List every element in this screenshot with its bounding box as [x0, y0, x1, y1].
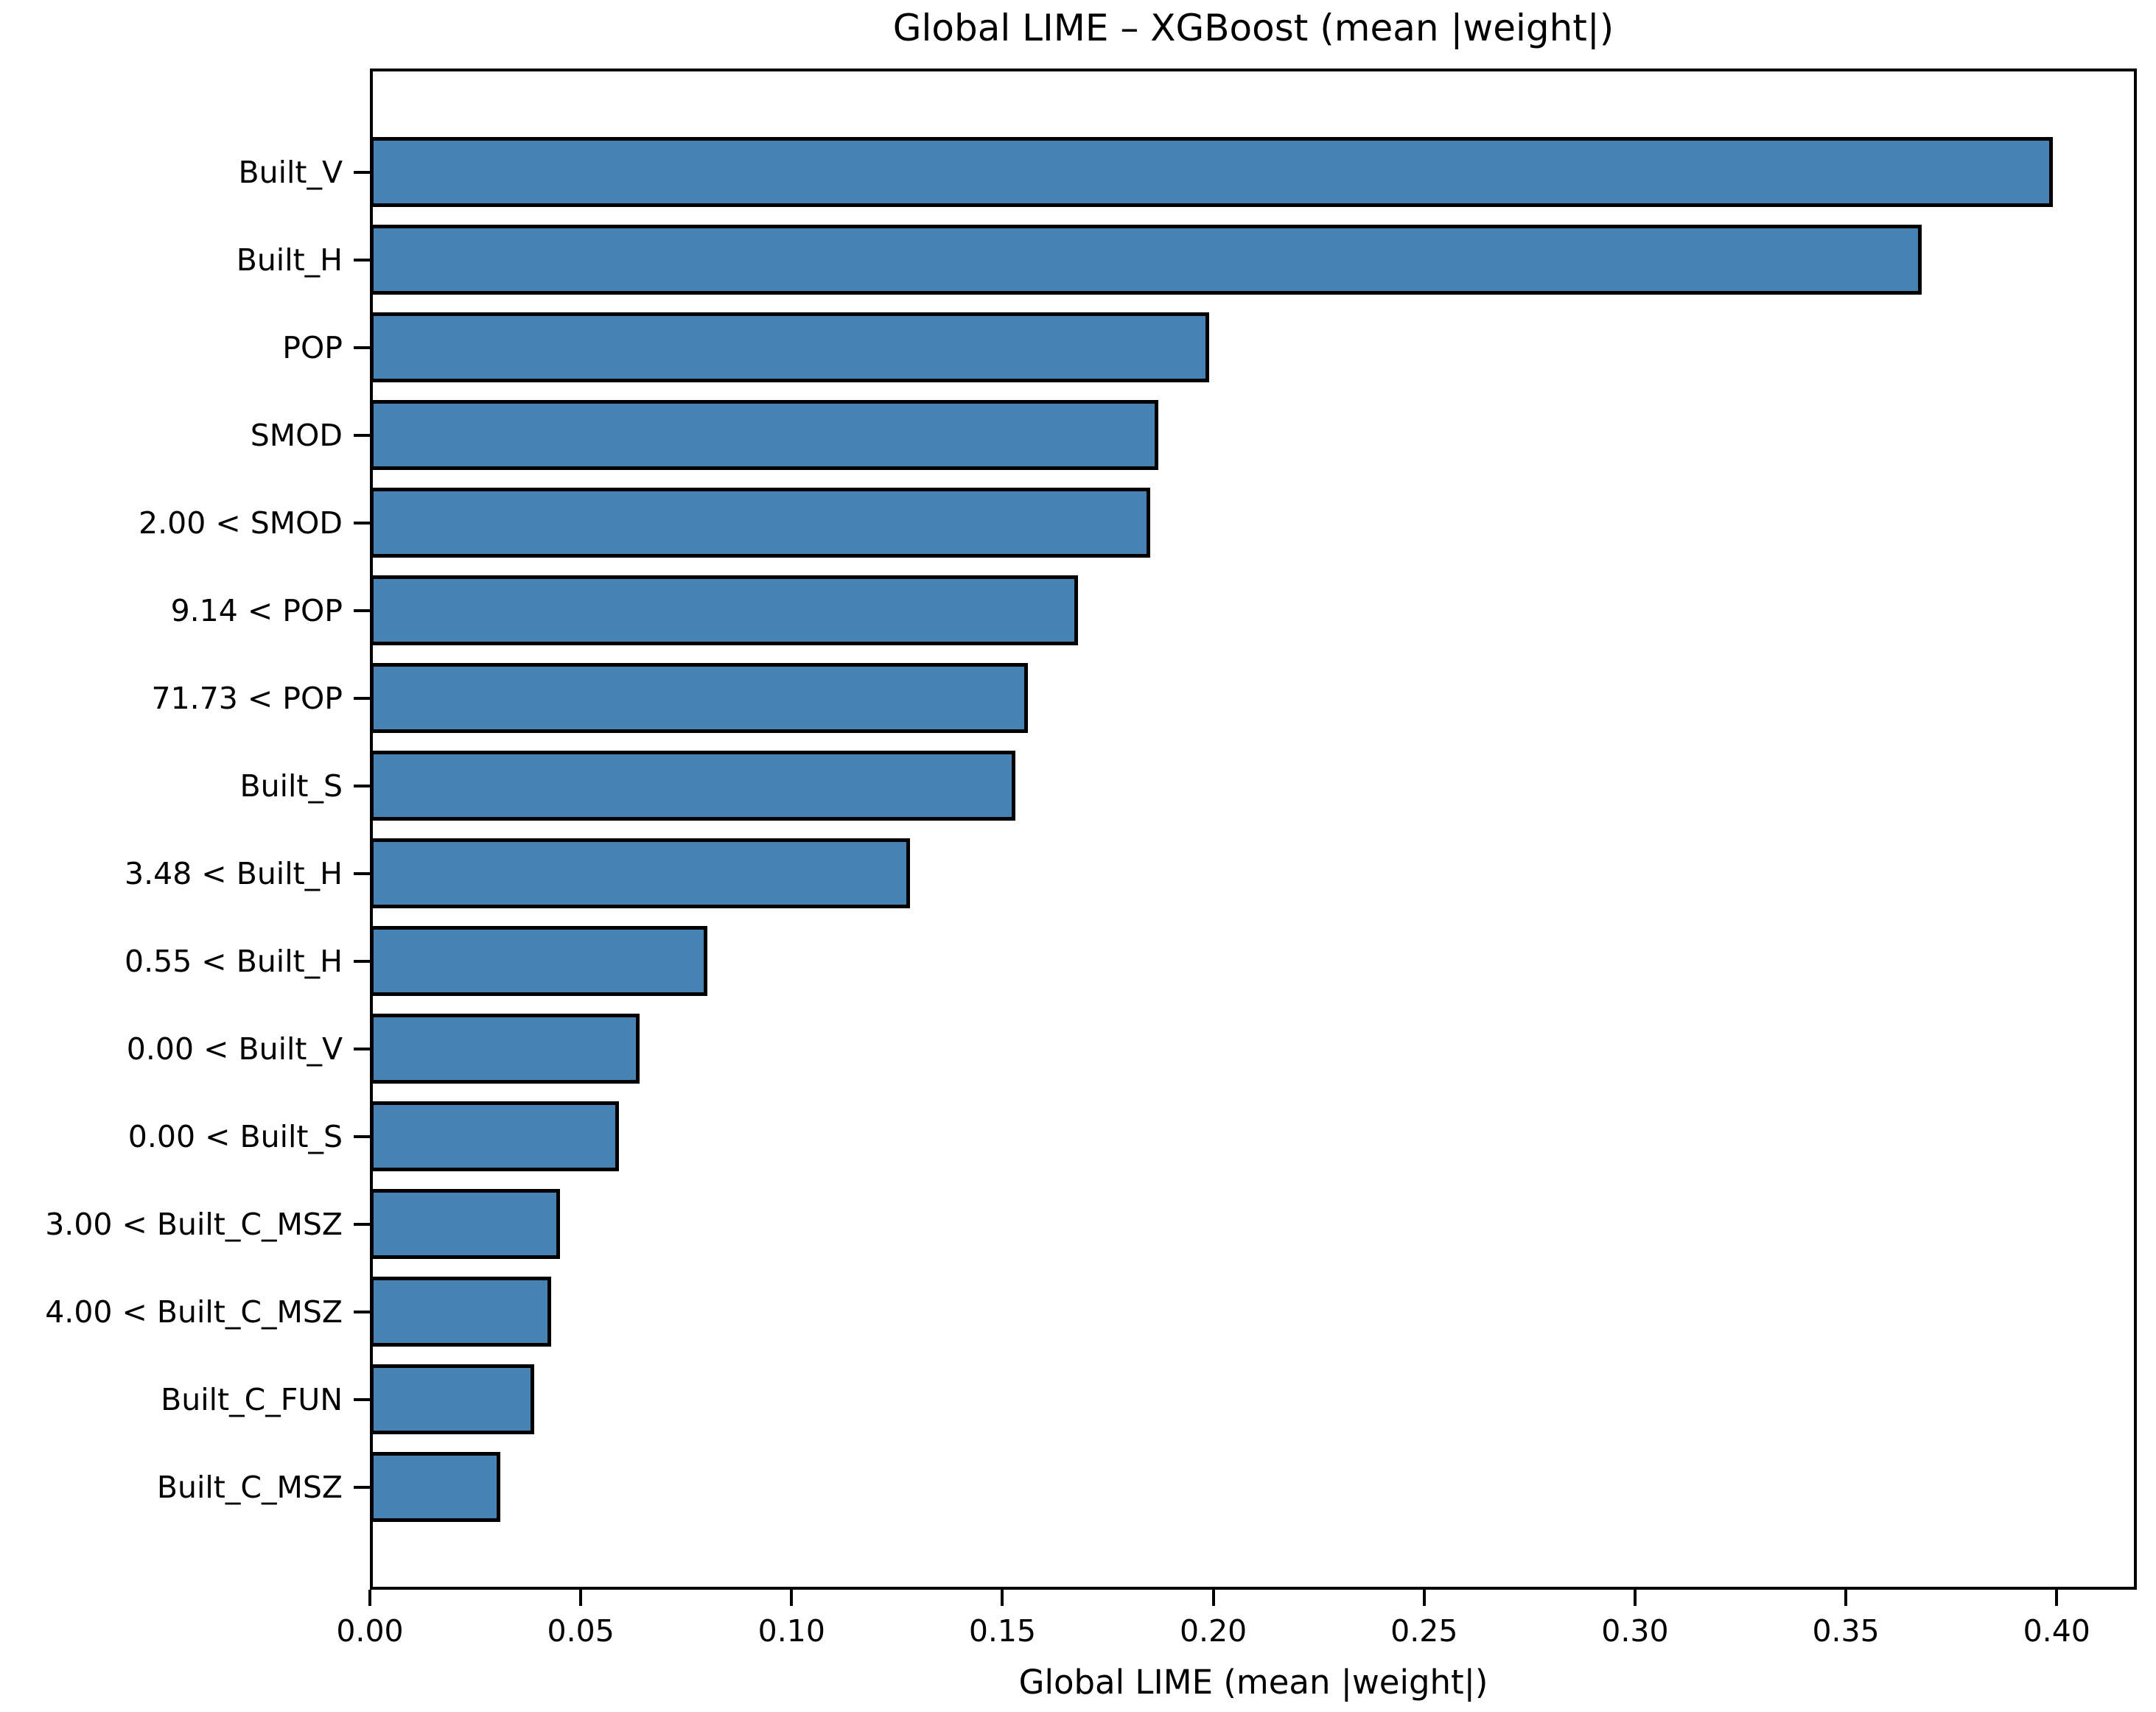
bar-POP [370, 312, 1209, 382]
bar-3.48 < Built_H [370, 838, 910, 908]
y-tick [354, 608, 370, 612]
y-tick-label: POP [282, 329, 343, 365]
y-tick [354, 345, 370, 349]
y-tick [354, 521, 370, 525]
x-tick [368, 1590, 371, 1606]
y-tick [354, 1310, 370, 1313]
y-tick [354, 1047, 370, 1050]
y-tick-label: 3.48 < Built_H [124, 855, 343, 891]
y-tick [354, 433, 370, 437]
y-tick [354, 170, 370, 174]
bar-71.73 < POP [370, 663, 1028, 733]
bar-Built_C_MSZ [370, 1452, 500, 1522]
y-tick-label: 0.00 < Built_V [126, 1031, 343, 1067]
y-tick-label: 0.55 < Built_H [124, 943, 343, 979]
y-tick-label: 0.00 < Built_S [127, 1118, 343, 1154]
y-tick-label: Built_C_MSZ [156, 1469, 343, 1505]
bar-Built_V [370, 137, 2053, 207]
x-tick-label: 0.10 [757, 1613, 825, 1649]
y-tick-label: 3.00 < Built_C_MSZ [45, 1206, 343, 1242]
x-tick [1422, 1590, 1426, 1606]
x-tick [2055, 1590, 2059, 1606]
x-tick-label: 0.40 [2023, 1613, 2090, 1649]
y-tick-label: Built_V [238, 154, 343, 190]
x-tick-label: 0.35 [1812, 1613, 1880, 1649]
plot-frame [370, 69, 2137, 1590]
y-tick [354, 1134, 370, 1138]
y-tick [354, 1485, 370, 1489]
bar-2.00 < SMOD [370, 488, 1150, 558]
y-tick [354, 1222, 370, 1226]
x-tick [1633, 1590, 1637, 1606]
y-tick-label: Built_C_FUN [161, 1381, 343, 1417]
y-tick [354, 696, 370, 700]
y-tick-label: Built_H [236, 242, 343, 278]
bar-0.00 < Built_S [370, 1101, 619, 1171]
y-tick-label: 4.00 < Built_C_MSZ [45, 1294, 343, 1330]
y-tick-label: 9.14 < POP [170, 592, 343, 628]
y-tick [354, 959, 370, 963]
x-tick-label: 0.20 [1179, 1613, 1247, 1649]
bar-Built_S [370, 751, 1015, 821]
y-tick-label: SMOD [250, 417, 343, 453]
y-tick [354, 258, 370, 262]
bar-SMOD [370, 400, 1158, 470]
x-tick [579, 1590, 583, 1606]
x-tick-label: 0.05 [547, 1613, 615, 1649]
bar-4.00 < Built_C_MSZ [370, 1277, 551, 1347]
y-tick [354, 1397, 370, 1401]
x-tick-label: 0.00 [336, 1613, 404, 1649]
y-tick [354, 784, 370, 787]
x-tick [1211, 1590, 1215, 1606]
bar-Built_H [370, 225, 1922, 295]
bar-9.14 < POP [370, 575, 1078, 645]
y-tick-label: Built_S [239, 768, 343, 804]
chart-title: Global LIME – XGBoost (mean |weight|) [892, 7, 1614, 49]
x-tick [1844, 1590, 1848, 1606]
x-tick [1001, 1590, 1004, 1606]
bar-Built_C_FUN [370, 1364, 534, 1434]
bar-0.55 < Built_H [370, 926, 707, 996]
bar-3.00 < Built_C_MSZ [370, 1189, 560, 1259]
x-tick [790, 1590, 794, 1606]
y-tick-label: 71.73 < POP [151, 680, 343, 716]
x-tick-label: 0.30 [1601, 1613, 1669, 1649]
x-axis-label: Global LIME (mean |weight|) [1018, 1663, 1488, 1702]
y-tick-label: 2.00 < SMOD [139, 505, 343, 541]
y-tick [354, 871, 370, 875]
x-tick-label: 0.15 [968, 1613, 1037, 1649]
bar-0.00 < Built_V [370, 1014, 640, 1084]
x-tick-label: 0.25 [1390, 1613, 1458, 1649]
